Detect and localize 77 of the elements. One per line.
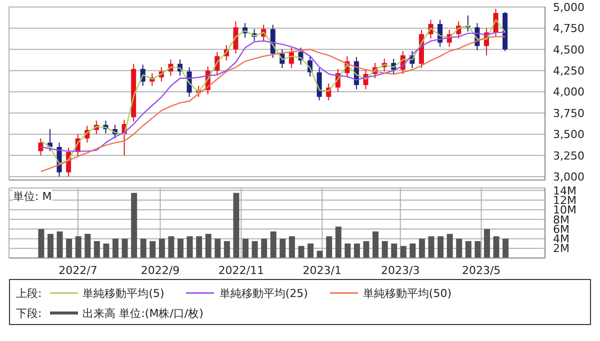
- bar: [493, 236, 500, 258]
- bar: [75, 236, 82, 258]
- y-tick-label: 4,250: [553, 64, 584, 78]
- bar: [354, 244, 360, 258]
- y-tick-label: 3,000: [553, 170, 584, 184]
- bar: [205, 234, 212, 258]
- y-tick-label: 4,000: [553, 86, 584, 99]
- bar: [474, 241, 481, 258]
- bar: [140, 238, 146, 258]
- legend-title: 下段:: [16, 306, 42, 320]
- bar: [168, 236, 174, 258]
- bar: [112, 238, 118, 258]
- bar: [242, 238, 249, 258]
- bar: [158, 238, 165, 258]
- bar: [418, 238, 425, 258]
- bar: [38, 229, 44, 258]
- bar: [178, 238, 184, 258]
- legend-label: 単純移動平均(5): [82, 286, 164, 300]
- bar: [410, 244, 416, 258]
- bar: [103, 244, 110, 258]
- candlestick: [38, 138, 44, 156]
- x-tick-label: 2023/5: [462, 264, 501, 277]
- y-tick-label: 6M: [553, 222, 570, 236]
- x-tick-label: 2022/9: [140, 264, 180, 277]
- bar: [391, 244, 398, 258]
- bar: [298, 246, 304, 258]
- bar: [224, 241, 230, 258]
- bar: [131, 192, 138, 258]
- bar: [66, 238, 72, 258]
- bar: [335, 226, 342, 258]
- y-tick-label: 3,250: [553, 149, 584, 162]
- y-tick-label: 5,000: [553, 0, 584, 14]
- bar: [47, 234, 54, 258]
- bar: [94, 241, 100, 258]
- bar: [484, 229, 490, 258]
- bar: [214, 238, 221, 258]
- bar: [288, 236, 295, 258]
- y-tick-label: 3,750: [553, 106, 584, 120]
- bar: [344, 244, 351, 258]
- legend-label: 単純移動平均(50): [362, 286, 452, 300]
- bar: [465, 241, 472, 258]
- y-tick-label: 4,750: [553, 22, 584, 36]
- annotation: 単位: M: [13, 189, 52, 204]
- bar: [363, 241, 370, 258]
- bar: [261, 238, 268, 258]
- bar: [428, 236, 434, 258]
- legend-title: 上段:: [16, 286, 42, 300]
- bar: [84, 234, 91, 258]
- bar: [316, 250, 323, 258]
- bar: [456, 238, 462, 258]
- bar: [382, 241, 388, 258]
- bar: [438, 236, 444, 258]
- bar: [196, 236, 202, 258]
- bar: [56, 231, 63, 258]
- bar: [400, 246, 406, 258]
- bar: [186, 236, 193, 258]
- y-tick-label: 4,500: [553, 43, 584, 56]
- x-tick-label: 2022/7: [58, 264, 98, 277]
- x-tick-label: 2023/3: [381, 264, 420, 277]
- bar: [308, 244, 314, 258]
- candlestick: [233, 20, 238, 54]
- bar: [252, 241, 258, 258]
- y-tick-label: 2M: [553, 242, 570, 256]
- legend-label: 出来高 単位:(M株/口/枚): [82, 306, 204, 320]
- bar: [150, 241, 156, 258]
- bar: [372, 231, 379, 258]
- bar: [122, 238, 128, 258]
- bar: [270, 231, 276, 258]
- bar: [502, 238, 509, 258]
- bar: [446, 234, 453, 258]
- x-tick-label: 2023/1: [302, 264, 342, 277]
- bar: [280, 238, 286, 258]
- x-tick-label: 2022/11: [218, 264, 264, 277]
- legend-label: 単純移動平均(25): [219, 286, 308, 300]
- y-tick-label: 3,500: [553, 128, 584, 142]
- bar: [326, 236, 332, 258]
- bar: [233, 192, 240, 258]
